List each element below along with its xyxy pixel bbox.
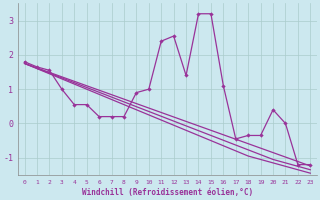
- X-axis label: Windchill (Refroidissement éolien,°C): Windchill (Refroidissement éolien,°C): [82, 188, 253, 197]
